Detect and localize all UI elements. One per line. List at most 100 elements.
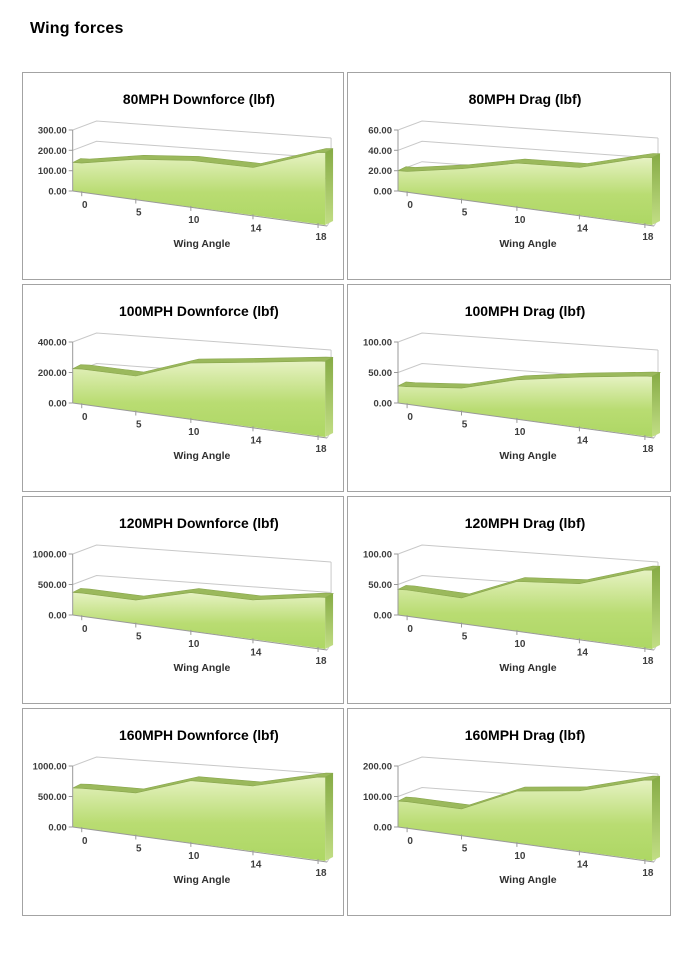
y-tick-label: 0.00 <box>374 399 393 410</box>
x-tick-label: 0 <box>82 200 88 211</box>
chart-title: 100MPH Drag (lbf) <box>465 303 586 319</box>
x-tick-label: 5 <box>136 207 142 218</box>
x-axis-line <box>397 402 655 439</box>
x-axis-title: Wing Angle <box>173 875 230 886</box>
x-tick-label: 10 <box>188 639 199 650</box>
chart-canvas: 100MPH Downforce (lbf) 0.00 200.00 400.00 … <box>38 303 334 462</box>
y-tick-label: 0.00 <box>48 822 66 833</box>
gridline <box>72 756 332 775</box>
gridline <box>72 332 332 351</box>
x-axis-title: Wing Angle <box>173 451 230 462</box>
area-front-face <box>72 592 326 649</box>
chart-canvas: 80MPH Drag (lbf) 0.00 20.00 40.00 60.00 0 5 1… <box>368 91 661 250</box>
y-tick-label: 1000.00 <box>33 761 67 772</box>
gridline <box>397 120 659 139</box>
area-front-edge <box>397 375 653 389</box>
x-axis-line <box>397 826 655 863</box>
y-tick-label: 100.00 <box>363 792 392 803</box>
area-series <box>396 565 661 649</box>
axes: 0.00 50.00 100.00 0 5 10 14 18 <box>363 338 655 455</box>
x-tick-label: 5 <box>136 843 142 854</box>
chart-canvas: 120MPH Downforce (lbf) 0.00500.001000.00… <box>33 515 335 674</box>
x-axis-line <box>397 190 655 227</box>
chart-160mph-downforce-lbf: 160MPH Downforce (lbf) 0.00 500.00 1000.00… <box>22 708 344 916</box>
area-front-face <box>72 152 326 225</box>
area-side-face <box>325 593 334 649</box>
x-tick-label: 14 <box>577 647 589 658</box>
y-tick-label: 400.00 <box>38 337 67 348</box>
x-tick-label: 0 <box>407 624 413 635</box>
x-tick-label: 5 <box>136 419 142 430</box>
gridline <box>72 120 332 139</box>
axes: 0.00 200.00 400.00 0 5 10 14 18 <box>38 337 328 455</box>
gridline <box>397 332 659 351</box>
x-tick-label: 0 <box>82 412 88 423</box>
area-side-face <box>325 148 334 225</box>
x-tick-label: 18 <box>642 232 654 243</box>
y-tick-label: 300.00 <box>38 125 67 136</box>
area-series <box>71 588 335 649</box>
y-tick-label: 200.00 <box>38 368 67 379</box>
x-axis-line <box>72 826 328 863</box>
chart-80mph-drag-lbf: 80MPH Drag (lbf) 0.00 20.00 40.00 60.00 0 5 1… <box>347 72 671 280</box>
x-tick-label: 14 <box>250 223 261 234</box>
y-tick-label: 50.00 <box>368 368 392 379</box>
area-side-face <box>652 372 660 437</box>
axes: 0.00 100.00 200.00 0 5 10 14 18 <box>363 762 655 879</box>
x-tick-label: 18 <box>316 232 327 243</box>
gridline <box>72 544 332 563</box>
area-front-edge <box>397 779 653 810</box>
area-side-face <box>325 357 334 437</box>
x-tick-label: 5 <box>462 844 468 855</box>
y-tick-label: 100.00 <box>363 338 392 349</box>
x-axis-title: Wing Angle <box>499 238 556 250</box>
x-tick-label: 14 <box>577 435 589 446</box>
x-tick-label: 10 <box>514 215 526 226</box>
chart-100mph-downforce-lbf: 100MPH Downforce (lbf) 0.00 200.00 400.00 … <box>22 284 344 492</box>
y-tick-label: 500.00 <box>38 792 67 803</box>
y-tick-label: 500.00 <box>38 580 67 591</box>
x-tick-label: 14 <box>577 223 589 234</box>
area-front-edge <box>72 776 326 794</box>
x-tick-label: 14 <box>250 435 261 446</box>
x-tick-label: 18 <box>316 444 327 455</box>
chart-title: 160MPH Downforce (lbf) <box>119 727 279 743</box>
x-axis-line <box>72 402 328 439</box>
axes: 0.00 20.00 40.00 60.00 0 5 10 14 18 <box>368 126 655 243</box>
x-tick-label: 10 <box>188 427 199 438</box>
x-tick-label: 14 <box>250 647 261 658</box>
chart-title: 80MPH Downforce (lbf) <box>123 91 275 107</box>
chart-title: 100MPH Downforce (lbf) <box>119 303 279 319</box>
x-tick-label: 10 <box>514 427 526 438</box>
area-front-edge <box>397 569 653 599</box>
chart-canvas: 80MPH Downforce (lbf) 0.00 100.00 200.00 30… <box>38 91 334 250</box>
chart-title: 160MPH Drag (lbf) <box>465 727 586 743</box>
gridline <box>72 140 332 159</box>
chart-canvas: 160MPH Downforce (lbf) 0.00 500.00 1000.00… <box>33 727 334 886</box>
y-tick-label: 50.00 <box>368 580 392 591</box>
y-tick-label: 100.00 <box>38 166 67 177</box>
x-tick-label: 10 <box>514 851 526 862</box>
x-axis-line <box>72 614 328 651</box>
x-tick-label: 10 <box>188 851 199 862</box>
chart-title: 120MPH Drag (lbf) <box>465 515 586 531</box>
area-series <box>71 356 334 437</box>
gridline <box>397 756 659 775</box>
area-front-face <box>72 777 326 861</box>
area-front-face <box>398 157 652 225</box>
y-tick-label: 0.00 <box>374 823 393 834</box>
x-tick-label: 14 <box>250 859 261 870</box>
x-tick-label: 18 <box>316 656 327 667</box>
area-series <box>72 772 334 861</box>
chart-title: 80MPH Drag (lbf) <box>469 91 582 107</box>
y-tick-label: 200.00 <box>38 146 67 157</box>
chart-80mph-downforce-lbf: 80MPH Downforce (lbf) 0.00 100.00 200.00 30… <box>22 72 344 280</box>
axes: 0.00 50.00 100.00 0 5 10 14 18 <box>363 550 655 667</box>
x-axis-title: Wing Angle <box>173 663 230 674</box>
x-tick-label: 5 <box>462 632 468 643</box>
gridline <box>72 574 332 593</box>
x-tick-label: 10 <box>514 639 526 650</box>
x-tick-label: 5 <box>462 420 468 431</box>
y-tick-label: 0.00 <box>48 186 66 197</box>
area-series <box>71 148 334 225</box>
